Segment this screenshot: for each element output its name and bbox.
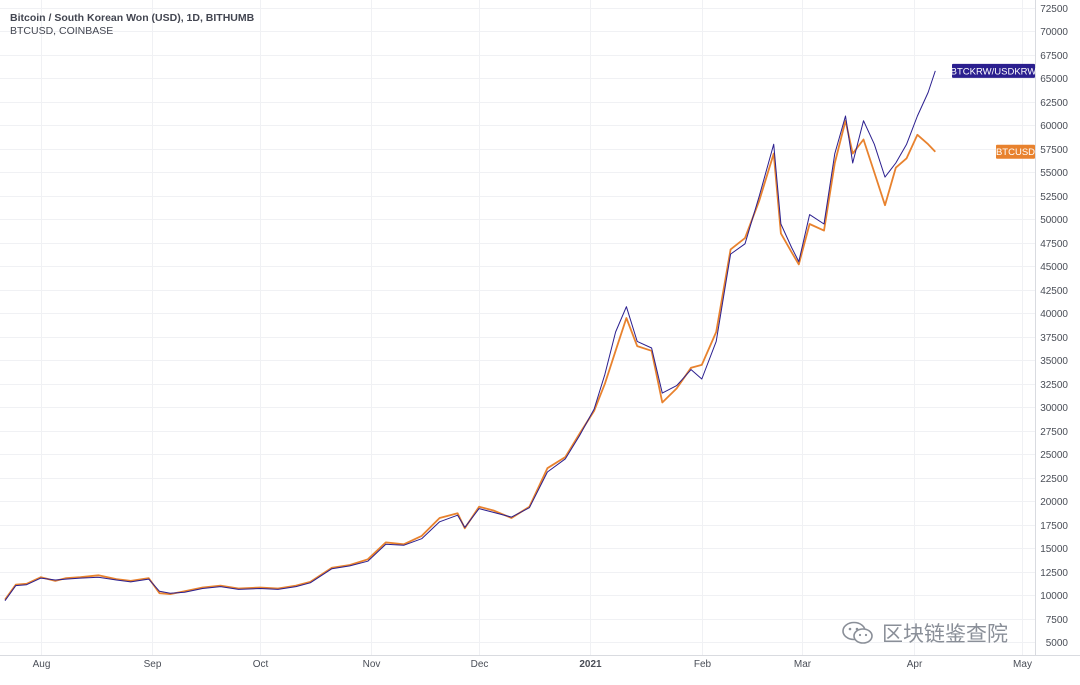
x-tick-label: Aug	[33, 659, 51, 670]
watermark: 区块链鉴查院	[840, 620, 1008, 646]
y-tick-label: 57500	[1040, 145, 1068, 156]
y-tick-label: 30000	[1040, 403, 1068, 414]
y-tick-label: 10000	[1040, 591, 1068, 602]
y-tick-label: 15000	[1040, 544, 1068, 555]
y-tick-label: 72500	[1040, 4, 1068, 15]
y-tick-label: 25000	[1040, 450, 1068, 461]
y-tick-label: 45000	[1040, 262, 1068, 273]
watermark-text: 区块链鉴查院	[882, 622, 1008, 646]
x-tick-label: Dec	[471, 659, 489, 670]
y-tick-label: 27500	[1040, 427, 1068, 438]
series-line-btcusd	[4, 119, 936, 601]
x-tick-label: Feb	[694, 659, 712, 670]
x-tick-label: Apr	[907, 659, 923, 670]
series-label-box	[996, 144, 1035, 159]
series-layer	[4, 70, 936, 601]
y-tick-label: 42500	[1040, 286, 1068, 297]
series-label: BTCUSD	[996, 147, 1035, 158]
chart-subtitle: BTCUSD, COINBASE	[10, 25, 114, 37]
y-tick-label: 32500	[1040, 380, 1068, 391]
y-tick-label: 12500	[1040, 568, 1068, 579]
y-tick-label: 20000	[1040, 497, 1068, 508]
y-tick-label: 7500	[1046, 615, 1069, 626]
y-tick-label: 37500	[1040, 333, 1068, 344]
y-tick-label: 5000	[1046, 638, 1069, 649]
series-labels: BTCKRW/USDKRW BTCUSD	[951, 63, 1037, 159]
y-tick-label: 52500	[1040, 192, 1068, 203]
y-tick-label: 55000	[1040, 168, 1068, 179]
x-tick-label: Nov	[363, 659, 381, 670]
y-tick-label: 67500	[1040, 51, 1068, 62]
y-tick-label: 22500	[1040, 474, 1068, 485]
y-tick-label: 60000	[1040, 121, 1068, 132]
y-tick-label: 35000	[1040, 356, 1068, 367]
series-label: BTCKRW/USDKRW	[951, 66, 1037, 77]
x-axis: Aug Sep Oct Nov Dec 2021 Feb Mar Apr May	[33, 659, 1032, 670]
x-tick-label: Sep	[144, 659, 162, 670]
series-label-box	[952, 63, 1035, 78]
x-tick-label: Oct	[253, 659, 269, 670]
x-tick-label: May	[1013, 659, 1032, 670]
y-tick-label: 40000	[1040, 309, 1068, 320]
y-axis: 5000 7500 10000 12500 15000 17500 20000 22500 25…	[1040, 4, 1068, 649]
y-tick-label: 65000	[1040, 74, 1068, 85]
wechat-icon	[842, 621, 873, 644]
series-line-btckrw-usdkrw	[4, 70, 936, 601]
y-tick-label: 17500	[1040, 521, 1068, 532]
grid	[0, 0, 1035, 655]
y-tick-label: 70000	[1040, 27, 1068, 38]
y-tick-label: 62500	[1040, 98, 1068, 109]
y-tick-label: 47500	[1040, 239, 1068, 250]
x-tick-label: 2021	[579, 659, 602, 670]
chart-title: Bitcoin / South Korean Won (USD), 1D, BI…	[10, 12, 255, 24]
y-tick-label: 50000	[1040, 215, 1068, 226]
x-tick-label: Mar	[794, 659, 812, 670]
